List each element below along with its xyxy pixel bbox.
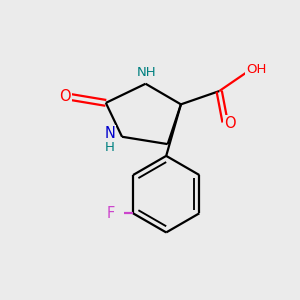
Text: OH: OH (246, 63, 266, 76)
Text: N: N (104, 126, 115, 141)
Text: F: F (106, 206, 115, 221)
Text: O: O (59, 89, 71, 104)
Text: H: H (105, 141, 115, 154)
Text: NH: NH (137, 66, 157, 79)
Text: O: O (225, 116, 236, 131)
